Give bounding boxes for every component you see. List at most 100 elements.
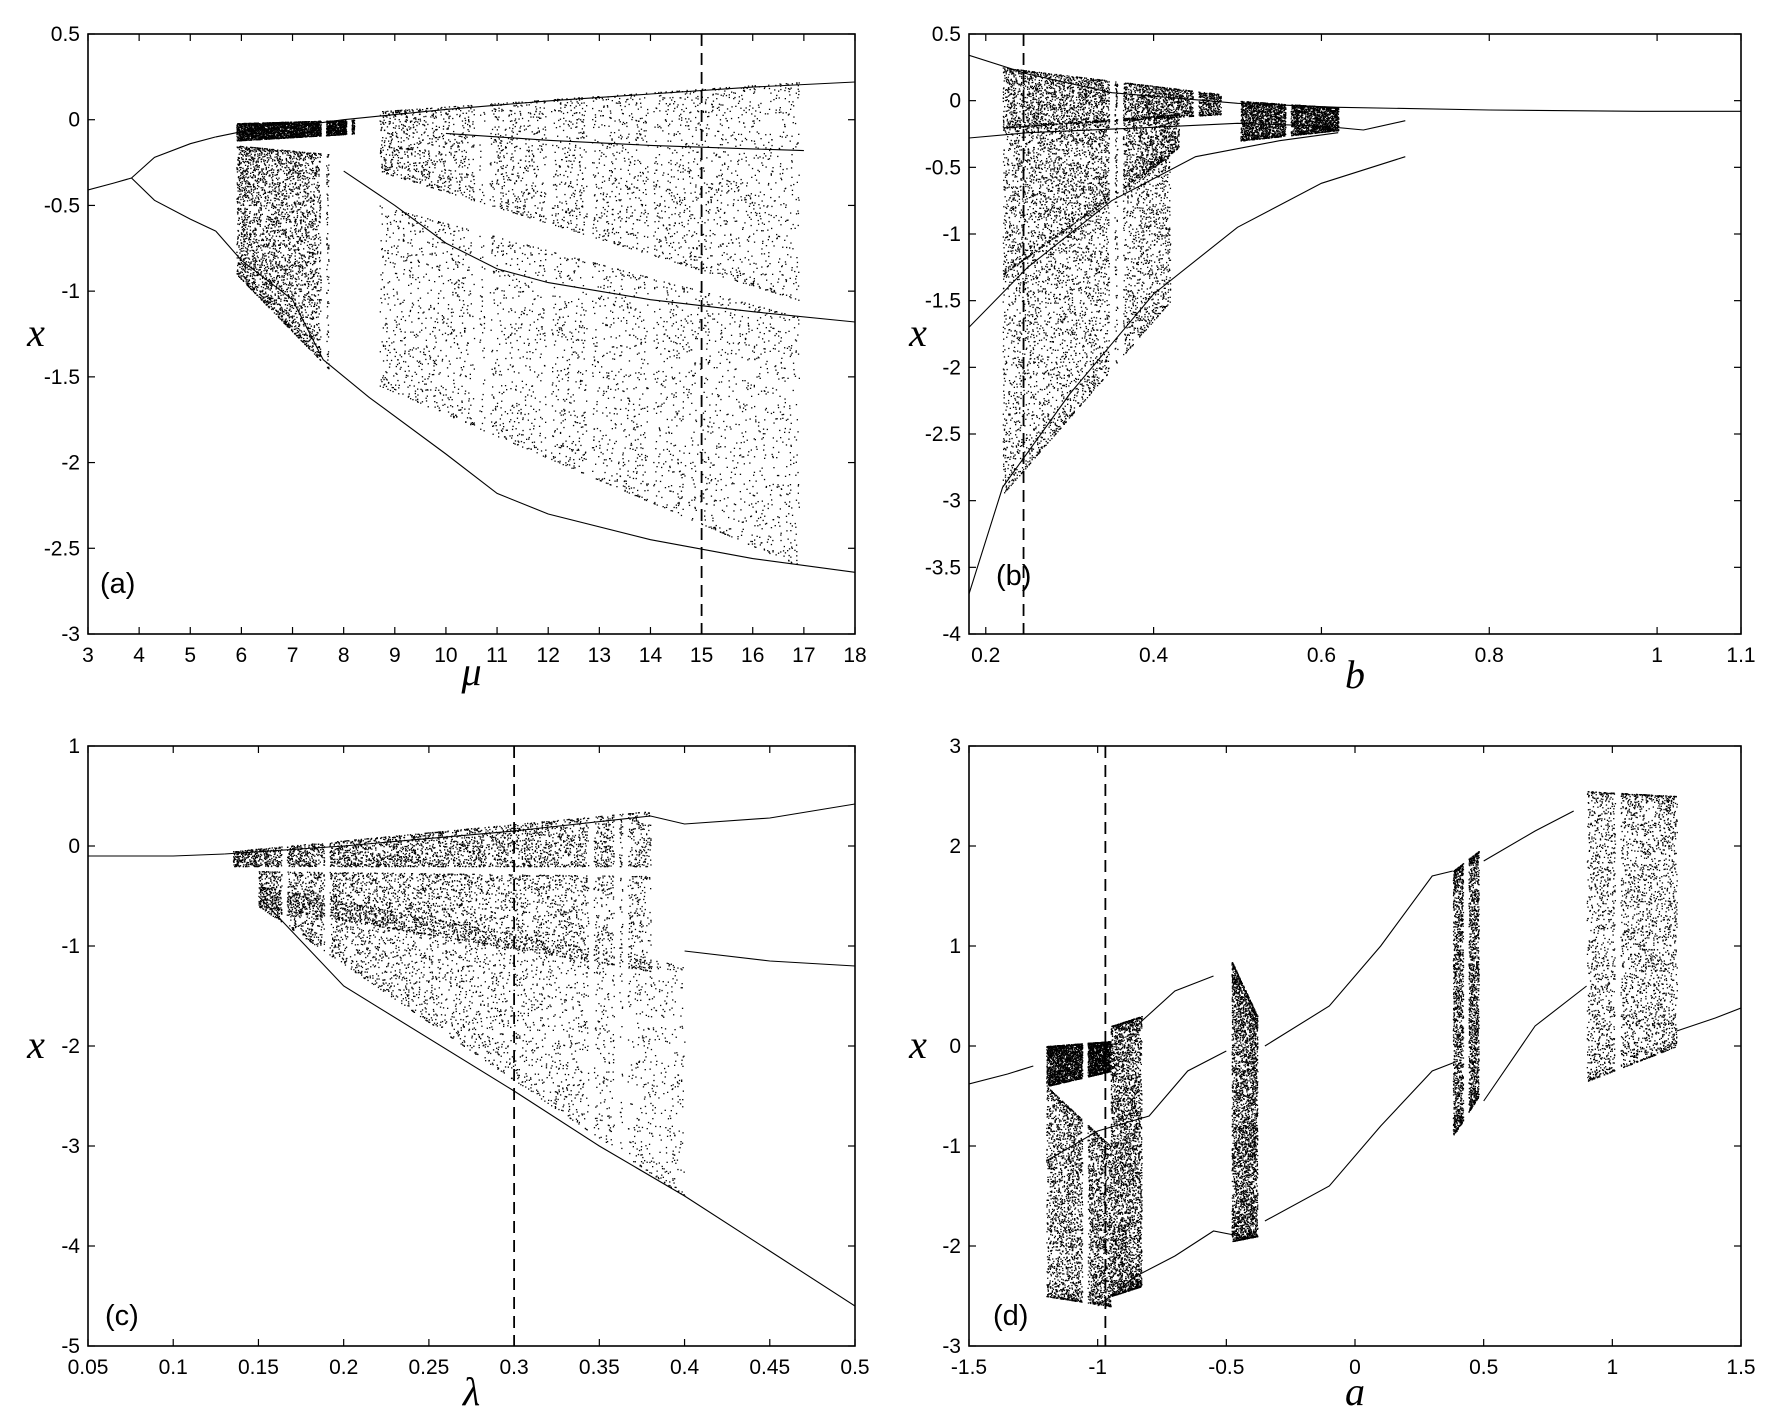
scatter-point <box>280 285 283 287</box>
scatter-point <box>283 125 286 127</box>
scatter-point <box>315 125 317 127</box>
scatter-point <box>316 171 318 173</box>
scatter-point <box>283 150 285 152</box>
scatter-point <box>304 228 306 231</box>
scatter-point <box>268 127 270 129</box>
scatter-point <box>250 220 252 222</box>
scatter-point <box>241 125 244 127</box>
scatter-point <box>316 283 319 286</box>
scatter-point <box>238 183 240 186</box>
scatter-point <box>270 138 272 140</box>
scatter-point <box>302 129 304 131</box>
scatter-point <box>299 124 301 126</box>
scatter-point <box>278 132 281 134</box>
scatter-point <box>261 257 264 259</box>
scatter-point <box>263 148 266 150</box>
scatter-point <box>281 194 283 196</box>
scatter-point <box>293 249 296 251</box>
scatter-point <box>295 332 297 335</box>
scatter-point <box>253 254 255 256</box>
scatter-point <box>310 238 312 240</box>
scatter-point <box>305 121 307 123</box>
scatter-point <box>329 123 331 125</box>
scatter-point <box>318 300 321 302</box>
scatter-point <box>264 123 266 125</box>
scatter-point <box>285 318 287 320</box>
scatter-point <box>304 239 307 241</box>
scatter-point <box>240 139 242 141</box>
scatter-point <box>247 271 249 274</box>
scatter-point <box>283 240 285 242</box>
scatter-point <box>317 275 319 277</box>
scatter-point <box>328 123 330 125</box>
scatter-point <box>270 268 272 270</box>
scatter-point <box>294 135 297 137</box>
scatter-point <box>314 124 316 126</box>
scatter-point <box>327 126 329 128</box>
scatter-point <box>303 341 305 344</box>
scatter-point <box>245 280 247 282</box>
scatter-point <box>247 265 249 267</box>
scatter-point <box>353 128 355 131</box>
scatter-point <box>257 184 259 187</box>
scatter-point <box>289 121 292 123</box>
scatter-point <box>335 127 337 129</box>
scatter-point <box>287 127 290 129</box>
scatter-point <box>307 193 310 195</box>
scatter-point <box>276 266 278 268</box>
scatter-point <box>242 231 245 233</box>
scatter-point <box>317 351 320 353</box>
scatter-point <box>296 260 298 262</box>
scatter-point <box>296 130 299 132</box>
scatter-point <box>299 155 301 157</box>
scatter-point <box>267 124 269 126</box>
scatter-point <box>352 132 355 134</box>
scatter-point <box>282 131 284 133</box>
scatter-point <box>244 217 247 219</box>
scatter-point <box>295 325 297 327</box>
scatter-point <box>261 137 263 139</box>
scatter-point <box>302 122 304 124</box>
scatter-point <box>309 125 311 127</box>
scatter-point <box>252 184 254 186</box>
scatter-point <box>319 153 321 155</box>
scatter-point <box>304 131 306 133</box>
scatter-point <box>244 191 246 193</box>
scatter-point <box>316 246 319 249</box>
scatter-point <box>326 156 328 158</box>
scatter-point <box>311 253 314 255</box>
scatter-point <box>236 257 238 259</box>
scatter-point <box>307 132 309 135</box>
scatter-point <box>259 156 261 159</box>
scatter-point <box>249 123 251 125</box>
scatter-point <box>291 234 294 236</box>
scatter-point <box>320 128 322 131</box>
scatter-point <box>314 295 316 297</box>
scatter-point <box>280 137 282 139</box>
scatter-point <box>272 134 275 136</box>
scatter-point <box>263 176 266 178</box>
scatter-point <box>295 328 297 330</box>
scatter-point <box>299 230 301 232</box>
scatter-point <box>254 263 256 265</box>
scatter-point <box>285 137 287 139</box>
scatter-point <box>278 122 281 124</box>
scatter-point <box>352 122 354 125</box>
scatter-point <box>344 131 346 133</box>
scatter-point <box>256 248 258 250</box>
scatter-point <box>304 124 306 127</box>
scatter-point <box>279 124 281 126</box>
scatter-point <box>302 131 304 133</box>
scatter-point <box>294 244 296 246</box>
scatter-point <box>242 176 244 178</box>
scatter-point <box>275 235 278 237</box>
scatter-point <box>249 129 251 131</box>
scatter-point <box>296 186 298 188</box>
scatter-point <box>328 180 330 182</box>
scatter-point <box>266 148 268 150</box>
scatter-point <box>252 189 255 191</box>
scatter-point <box>272 189 274 191</box>
scatter-point <box>298 187 300 189</box>
scatter-point <box>283 195 285 197</box>
scatter-point <box>261 133 264 135</box>
